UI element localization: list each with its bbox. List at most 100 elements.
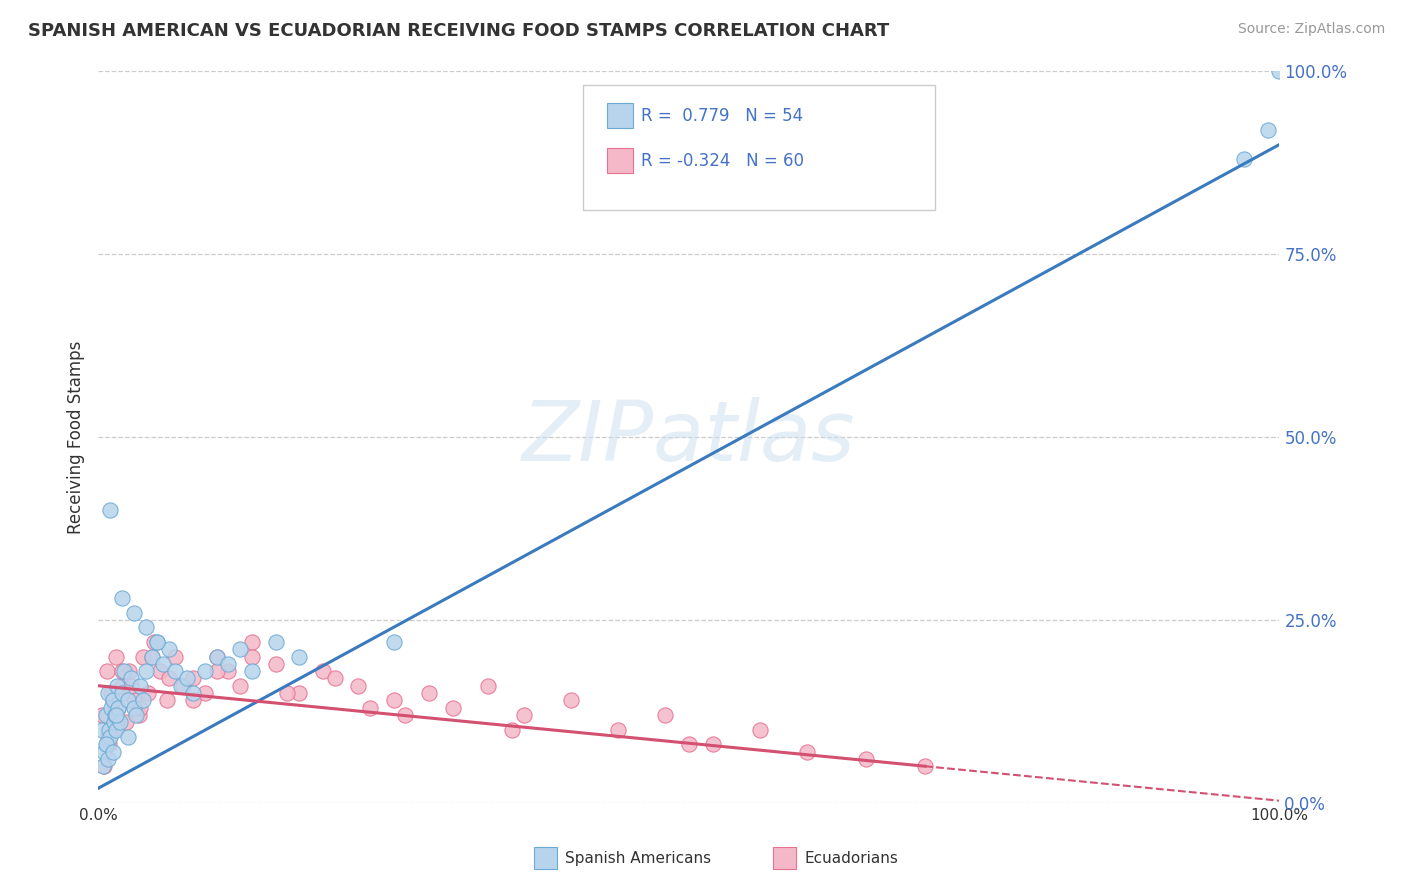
Point	[97, 686, 120, 700]
Point	[165, 649, 187, 664]
Point	[111, 686, 134, 700]
Point	[97, 752, 120, 766]
Point	[477, 679, 499, 693]
Point	[157, 642, 180, 657]
Point	[128, 679, 150, 693]
Point	[1233, 152, 1256, 166]
Point	[205, 649, 228, 664]
Point	[748, 723, 770, 737]
Point	[91, 759, 114, 773]
Point	[157, 672, 180, 686]
Point	[359, 700, 381, 714]
Point	[607, 723, 630, 737]
Point	[97, 730, 120, 744]
Point	[98, 737, 121, 751]
Point	[172, 679, 194, 693]
Text: Source: ZipAtlas.com: Source: ZipAtlas.com	[1237, 22, 1385, 37]
Point	[114, 715, 136, 730]
Point	[654, 708, 676, 723]
Point	[101, 693, 124, 707]
Point	[217, 657, 239, 671]
Point	[107, 700, 129, 714]
Point	[194, 664, 217, 678]
Point	[122, 606, 145, 620]
Point	[240, 635, 263, 649]
Point	[146, 635, 169, 649]
Point	[394, 708, 416, 723]
Text: Spanish Americans: Spanish Americans	[565, 851, 711, 865]
Point	[276, 686, 298, 700]
Point	[156, 693, 179, 707]
Point	[176, 672, 198, 686]
Point	[323, 672, 346, 686]
Point	[98, 730, 121, 744]
Point	[94, 708, 117, 723]
Point	[135, 620, 157, 634]
Point	[96, 664, 118, 678]
Point	[382, 693, 405, 707]
Point	[229, 679, 252, 693]
Point	[100, 700, 122, 714]
Point	[122, 693, 145, 707]
Point	[512, 708, 534, 723]
Text: SPANISH AMERICAN VS ECUADORIAN RECEIVING FOOD STAMPS CORRELATION CHART: SPANISH AMERICAN VS ECUADORIAN RECEIVING…	[28, 22, 890, 40]
Point	[229, 642, 252, 657]
Point	[288, 649, 311, 664]
Text: Ecuadorians: Ecuadorians	[804, 851, 898, 865]
Point	[135, 664, 157, 678]
Point	[98, 503, 121, 517]
Point	[105, 708, 128, 723]
Point	[288, 686, 311, 700]
Point	[118, 664, 141, 678]
Point	[149, 664, 172, 678]
Point	[382, 635, 405, 649]
Point	[855, 752, 877, 766]
Point	[91, 723, 114, 737]
Point	[796, 745, 818, 759]
Point	[100, 686, 122, 700]
Point	[264, 657, 287, 671]
Point	[152, 657, 174, 671]
Point	[205, 649, 228, 664]
Point	[418, 686, 440, 700]
Point	[132, 649, 155, 664]
Point	[141, 649, 163, 664]
Point	[96, 737, 118, 751]
Point	[121, 672, 143, 686]
Text: R = -0.324   N = 60: R = -0.324 N = 60	[641, 152, 804, 169]
Point	[117, 730, 139, 744]
Point	[141, 649, 163, 664]
Point	[103, 715, 125, 730]
Point	[501, 723, 523, 737]
Point	[181, 672, 204, 686]
Point	[240, 649, 263, 664]
Point	[111, 679, 134, 693]
Point	[146, 635, 169, 649]
Point	[132, 693, 155, 707]
Y-axis label: Receiving Food Stamps: Receiving Food Stamps	[66, 341, 84, 533]
Point	[103, 723, 125, 737]
Point	[181, 686, 204, 700]
Point	[678, 737, 700, 751]
Point	[1257, 123, 1279, 137]
Point	[108, 715, 131, 730]
Point	[1268, 64, 1291, 78]
Point	[101, 693, 124, 707]
Point	[560, 693, 582, 707]
Point	[128, 708, 150, 723]
Text: R =  0.779   N = 54: R = 0.779 N = 54	[641, 107, 803, 125]
Point	[98, 723, 121, 737]
Point	[105, 679, 128, 693]
Point	[347, 679, 370, 693]
Point	[104, 708, 127, 723]
Point	[93, 745, 115, 759]
Text: ZIPatlas: ZIPatlas	[522, 397, 856, 477]
Point	[194, 686, 217, 700]
Point	[101, 745, 124, 759]
Point	[312, 664, 335, 678]
Point	[441, 700, 464, 714]
Point	[240, 664, 263, 678]
Point	[142, 635, 165, 649]
Point	[91, 708, 114, 723]
Point	[264, 635, 287, 649]
